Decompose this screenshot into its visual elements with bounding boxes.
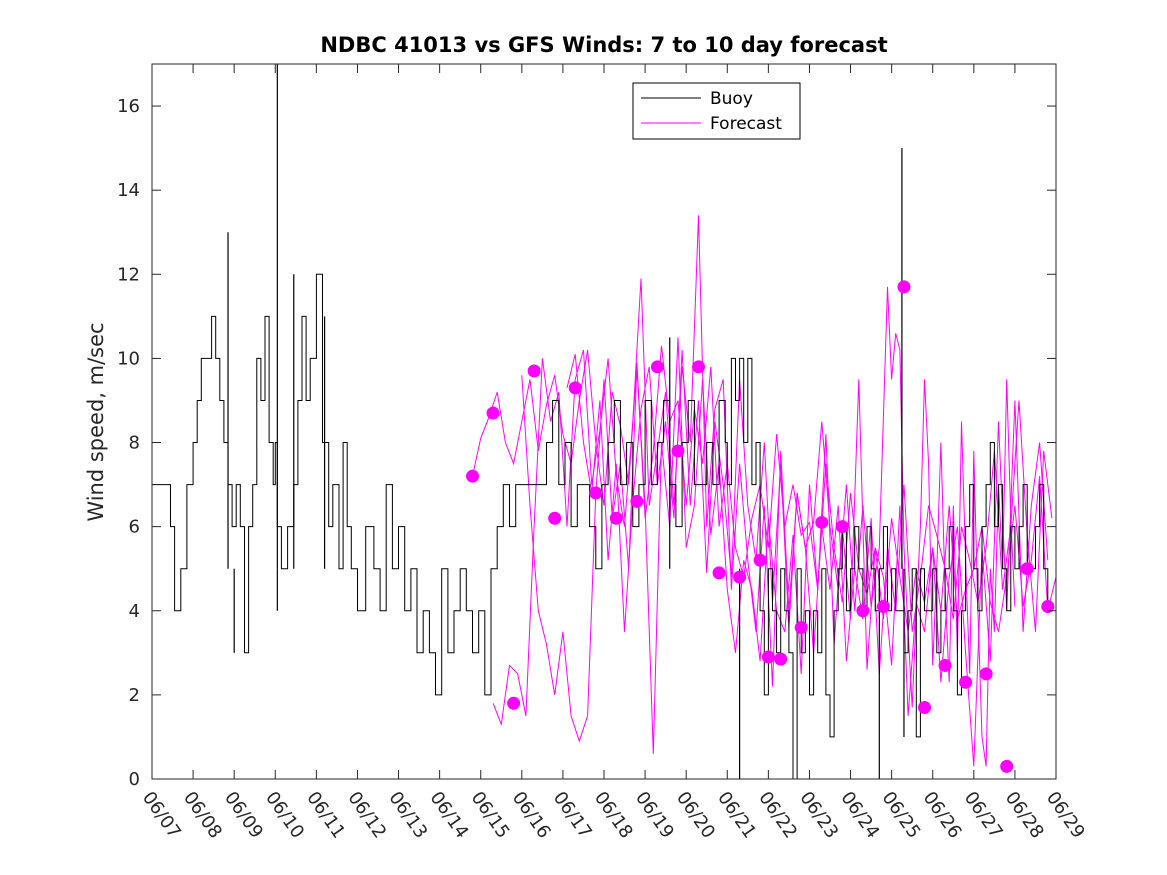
- forecast-marker-3: [527, 364, 541, 378]
- y-tick-label-7: 14: [117, 180, 140, 201]
- forecast-marker-2: [507, 696, 521, 710]
- legend-box: [632, 82, 801, 140]
- forecast-marker-18: [815, 515, 829, 529]
- forecast-line-0: [472, 345, 1056, 632]
- forecast-marker-16: [774, 652, 788, 666]
- forecast-marker-20: [856, 604, 870, 618]
- forecast-line-4: [887, 286, 1016, 767]
- forecast-marker-12: [712, 566, 726, 580]
- plot-area: 024681012141606/0706/0806/0906/1006/1106…: [117, 63, 1089, 842]
- forecast-marker-29: [1041, 600, 1055, 614]
- forecast-marker-22: [897, 280, 911, 294]
- forecast-marker-6: [589, 486, 603, 500]
- y-tick-label-8: 16: [117, 96, 140, 117]
- y-axis-label: Wind speed, m/sec: [84, 322, 108, 521]
- forecast-marker-27: [1000, 759, 1014, 773]
- y-tick-label-1: 2: [129, 685, 140, 706]
- forecast-marker-4: [548, 511, 562, 525]
- forecast-marker-9: [650, 360, 664, 374]
- y-tick-label-3: 6: [129, 517, 140, 538]
- plot-background: [152, 64, 1056, 779]
- buoy-line: [152, 273, 1052, 779]
- y-tick-label-5: 10: [117, 348, 140, 369]
- chart-title: NDBC 41013 vs GFS Winds: 7 to 10 day for…: [320, 33, 887, 57]
- forecast-marker-25: [959, 675, 973, 689]
- forecast-marker-0: [466, 469, 480, 483]
- forecast-marker-8: [630, 494, 644, 508]
- legend-buoy-label: Buoy: [710, 89, 753, 109]
- forecast-marker-23: [918, 701, 932, 714]
- forecast-marker-15: [761, 650, 775, 664]
- forecast-marker-28: [1020, 562, 1034, 576]
- forecast-marker-10: [671, 444, 685, 458]
- y-tick-label-4: 8: [129, 433, 140, 454]
- forecast-marker-24: [938, 658, 952, 672]
- forecast-marker-21: [876, 600, 890, 614]
- forecast-marker-11: [692, 360, 706, 374]
- forecast-line-3: [566, 286, 888, 632]
- forecast-marker-26: [979, 667, 993, 681]
- y-tick-label-0: 0: [129, 769, 140, 790]
- forecast-marker-19: [835, 520, 849, 534]
- y-tick-label-6: 12: [117, 264, 140, 285]
- forecast-line-2: [521, 337, 1049, 767]
- forecast-marker-7: [609, 511, 623, 525]
- forecast-marker-17: [794, 621, 808, 635]
- forecast-marker-13: [733, 570, 747, 584]
- forecast-marker-14: [753, 553, 767, 567]
- forecast-marker-5: [568, 381, 582, 395]
- legend-forecast-label: Forecast: [710, 114, 782, 134]
- forecast-marker-1: [486, 406, 500, 420]
- y-tick-label-2: 4: [129, 601, 140, 622]
- legend: Buoy Forecast: [632, 82, 801, 140]
